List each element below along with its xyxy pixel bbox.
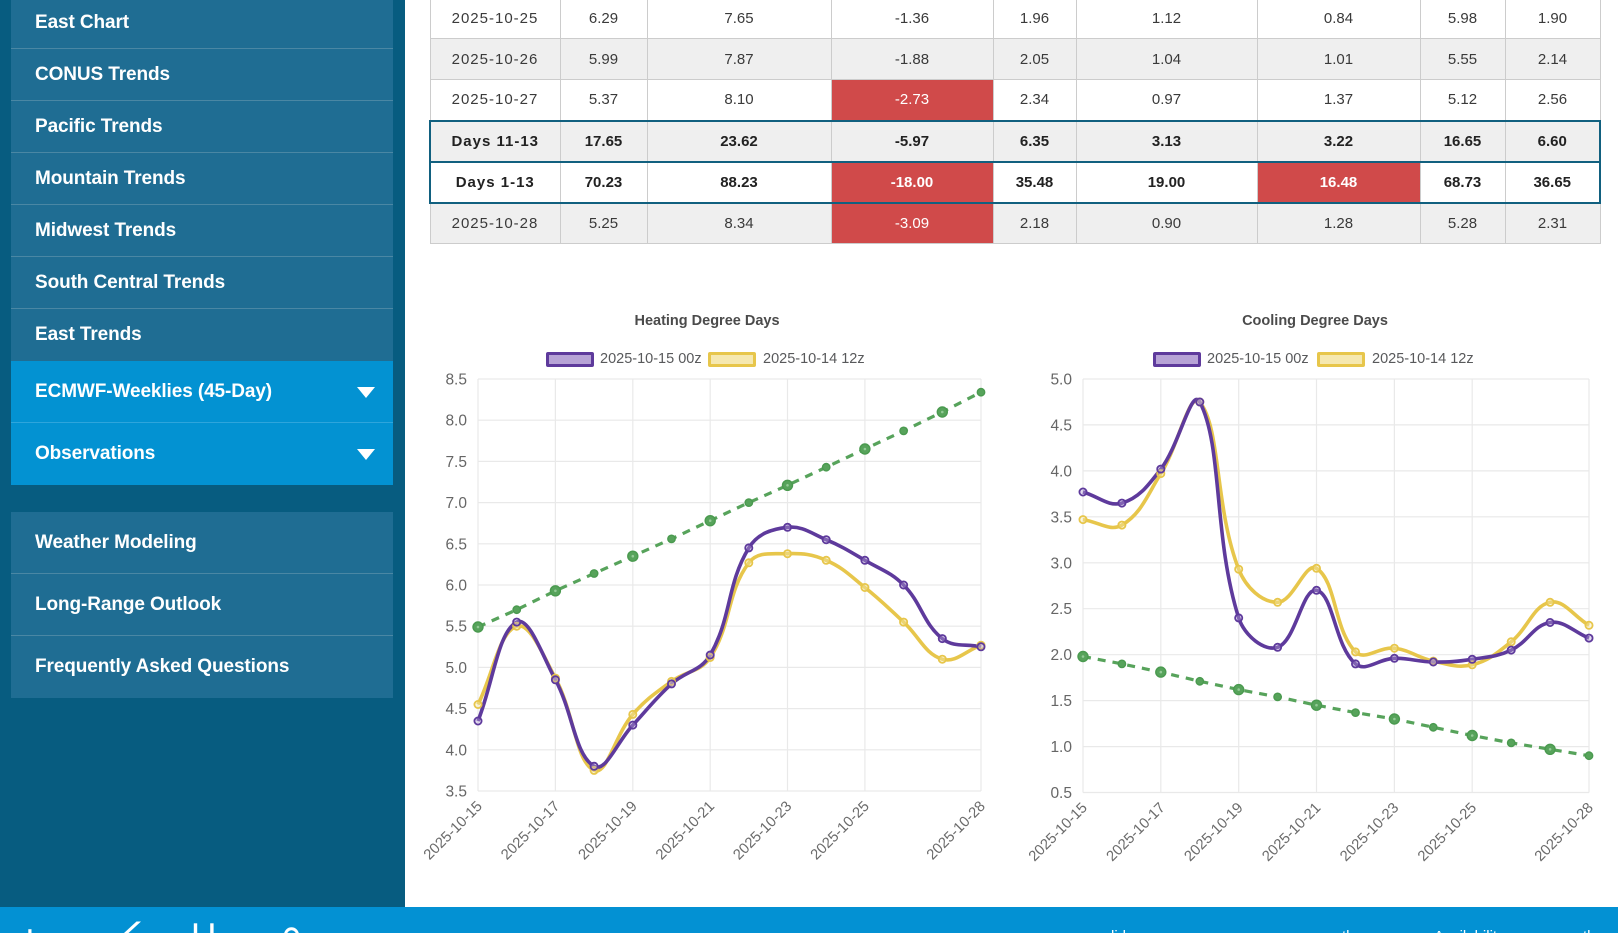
svg-text:2025-10-19: 2025-10-19 xyxy=(1182,800,1247,865)
svg-text:5.5: 5.5 xyxy=(445,619,467,636)
svg-text:8.0: 8.0 xyxy=(445,413,467,430)
svg-text:1.0: 1.0 xyxy=(1050,739,1072,756)
svg-text:2.5: 2.5 xyxy=(1050,601,1072,618)
svg-text:2.0: 2.0 xyxy=(1050,647,1072,664)
svg-text:3.0: 3.0 xyxy=(1050,555,1072,572)
svg-text:2025-10-19: 2025-10-19 xyxy=(576,799,641,864)
svg-text:2025-10-21: 2025-10-21 xyxy=(1259,800,1324,865)
svg-text:2025-10-25: 2025-10-25 xyxy=(1415,800,1480,865)
svg-text:4.0: 4.0 xyxy=(1050,463,1072,480)
svg-text:3.5: 3.5 xyxy=(445,784,467,801)
svg-text:6.5: 6.5 xyxy=(445,536,467,553)
svg-text:2025-10-21: 2025-10-21 xyxy=(653,799,718,864)
svg-text:2025-10-23: 2025-10-23 xyxy=(1337,800,1402,865)
svg-text:6.0: 6.0 xyxy=(445,578,467,595)
svg-text:2025-10-17: 2025-10-17 xyxy=(498,799,563,864)
svg-text:3.5: 3.5 xyxy=(1050,509,1072,526)
svg-text:2025-10-15: 2025-10-15 xyxy=(421,799,486,864)
svg-text:4.5: 4.5 xyxy=(1050,417,1072,434)
svg-text:0.5: 0.5 xyxy=(1050,785,1072,802)
svg-text:7.5: 7.5 xyxy=(445,454,467,471)
svg-text:2025-10-23: 2025-10-23 xyxy=(730,799,795,864)
svg-text:2025-10-25: 2025-10-25 xyxy=(808,799,873,864)
svg-text:2025-10-17: 2025-10-17 xyxy=(1104,800,1169,865)
svg-text:1.5: 1.5 xyxy=(1050,693,1072,710)
svg-text:7.0: 7.0 xyxy=(445,495,467,512)
svg-text:4.0: 4.0 xyxy=(445,742,467,759)
svg-text:8.5: 8.5 xyxy=(445,372,467,389)
svg-text:5.0: 5.0 xyxy=(445,660,467,677)
svg-text:4.5: 4.5 xyxy=(445,701,467,718)
svg-text:2025-10-28: 2025-10-28 xyxy=(1532,800,1597,865)
svg-text:5.0: 5.0 xyxy=(1050,372,1072,389)
svg-text:2025-10-28: 2025-10-28 xyxy=(924,799,989,864)
svg-text:2025-10-15: 2025-10-15 xyxy=(1026,800,1091,865)
